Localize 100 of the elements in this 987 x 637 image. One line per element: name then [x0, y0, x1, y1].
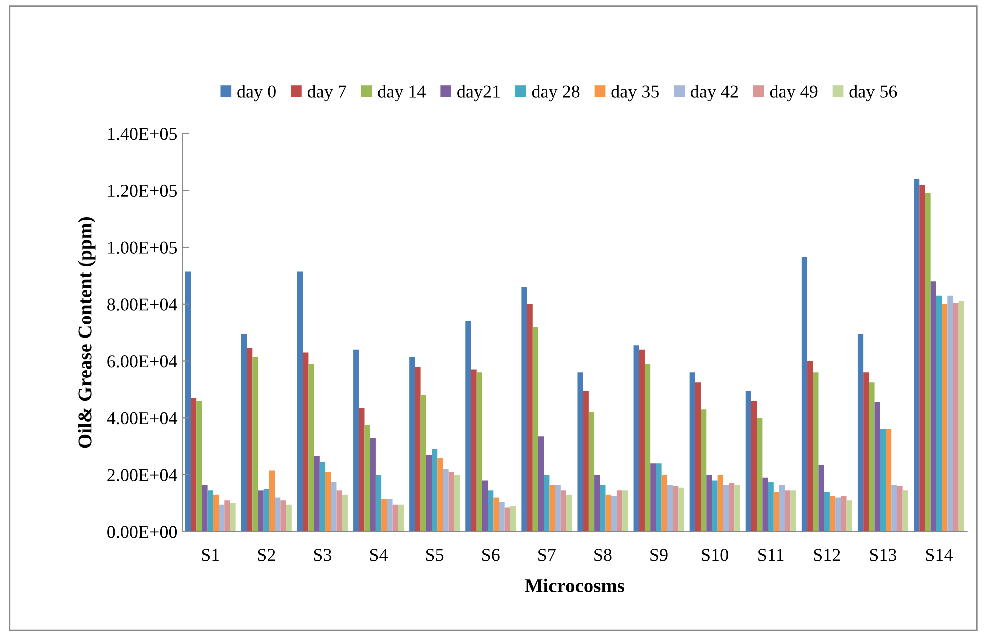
bar: [342, 494, 348, 532]
bar: [768, 482, 774, 532]
bar: [936, 296, 942, 532]
bar: [930, 282, 936, 532]
x-tick-label: S4: [370, 549, 388, 562]
bar: [874, 402, 880, 532]
x-tick-label: S10: [702, 549, 728, 562]
x-tick-label: S5: [426, 549, 444, 562]
bar: [667, 484, 674, 532]
bar: [578, 372, 584, 532]
bar: [846, 500, 852, 532]
bar: [438, 458, 444, 532]
bar: [611, 496, 617, 532]
bar: [701, 410, 707, 532]
y-tick-label: 4.00E+04: [107, 412, 178, 425]
legend-label: day 49: [770, 85, 818, 102]
bar: [836, 498, 842, 532]
x-tick-label: S11: [758, 549, 784, 562]
bar: [482, 480, 488, 532]
bar: [264, 489, 270, 532]
bar: [790, 490, 796, 532]
bar: [191, 398, 197, 532]
bar: [499, 502, 505, 532]
bar: [948, 296, 954, 532]
bar: [830, 496, 836, 532]
bar: [420, 395, 426, 532]
bar: [712, 480, 718, 532]
bar: [746, 391, 752, 532]
y-tick-label: 6.00E+04: [108, 356, 178, 368]
bar: [785, 490, 791, 532]
bar: [376, 475, 382, 532]
bar: [656, 464, 662, 532]
bar: [354, 350, 360, 532]
bar: [892, 484, 898, 532]
bar: [398, 504, 404, 532]
bar: [382, 499, 388, 532]
bar: [359, 408, 365, 532]
legend-label: day 28: [532, 85, 580, 102]
bar: [314, 456, 320, 532]
bar: [224, 500, 230, 532]
bar: [600, 484, 606, 532]
legend-label: day 7: [308, 85, 346, 102]
bar: [443, 469, 449, 532]
bar: [555, 484, 561, 532]
bar: [258, 490, 264, 532]
bar: [886, 430, 892, 532]
bar: [762, 478, 768, 532]
bar: [185, 272, 191, 532]
bar: [953, 302, 959, 532]
bar: [718, 475, 724, 532]
bar: [219, 504, 225, 532]
bar: [504, 508, 510, 532]
x-tick-label: S12: [814, 549, 840, 562]
bar: [202, 484, 208, 532]
x-tick-label: S14: [926, 549, 954, 562]
bar: [208, 490, 214, 532]
bar: [410, 357, 416, 532]
bar: [780, 484, 786, 532]
bar: [454, 475, 460, 532]
bar: [275, 498, 281, 532]
bar: [269, 470, 276, 532]
bar: [706, 475, 712, 532]
bar: [432, 449, 438, 532]
bar: [813, 372, 819, 532]
bar: [824, 492, 830, 532]
bar: [364, 425, 370, 532]
bar: [230, 503, 236, 532]
bar: [774, 492, 780, 532]
bar: [387, 499, 393, 532]
legend-label: day 0: [238, 85, 276, 102]
bar: [634, 346, 640, 532]
bar: [650, 464, 656, 532]
bar: [729, 484, 735, 532]
bar: [639, 350, 645, 532]
bar: [880, 430, 886, 532]
bar: [213, 494, 220, 532]
bar: [426, 455, 432, 532]
bar: [622, 490, 628, 532]
bar: [588, 412, 595, 532]
bar: [678, 488, 684, 532]
legend-label: day 42: [691, 85, 738, 102]
bar: [583, 391, 589, 532]
bar: [286, 504, 292, 532]
bar: [690, 372, 696, 532]
bar: [594, 475, 600, 532]
bar: [544, 475, 550, 532]
bar: [415, 366, 421, 532]
bar: [662, 475, 668, 532]
bar: [914, 179, 920, 532]
bar: [757, 418, 763, 532]
legend-label: day 14: [378, 85, 426, 102]
bar: [538, 436, 544, 532]
y-tick-label: 1.20E+05: [108, 184, 178, 198]
bar: [476, 372, 482, 532]
bar: [448, 472, 454, 532]
bar: [942, 304, 948, 532]
bar: [695, 382, 702, 532]
bar: [734, 484, 740, 532]
bar: [280, 500, 286, 532]
bar: [532, 327, 538, 532]
